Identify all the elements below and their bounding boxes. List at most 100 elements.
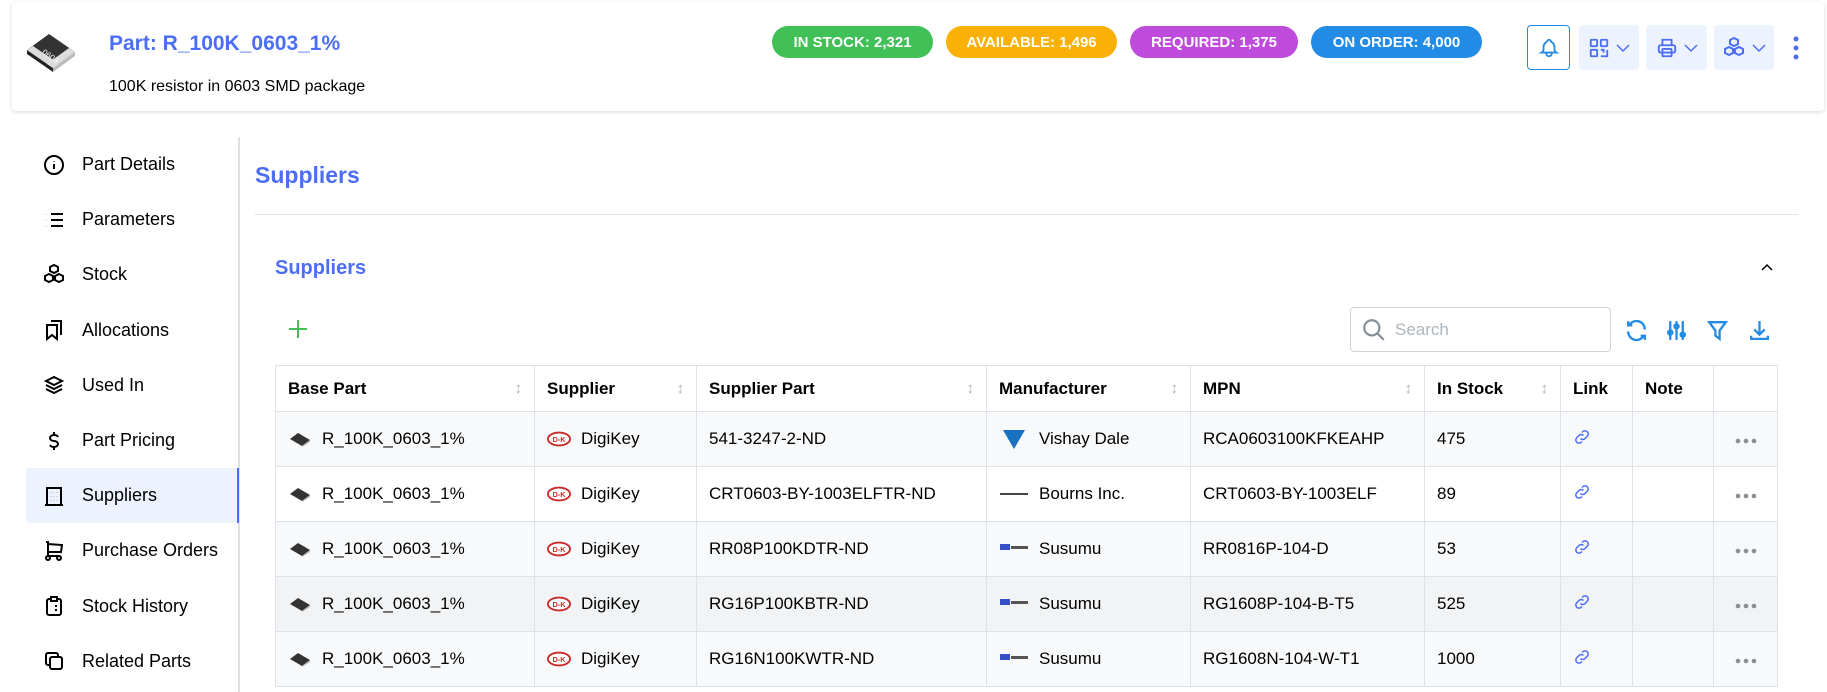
column-label: Link: [1573, 378, 1608, 398]
column-header[interactable]: Link: [1560, 365, 1633, 412]
sidebar-item-label: Purchase Orders: [82, 540, 219, 561]
row-actions-icon[interactable]: [1735, 438, 1757, 444]
sort-icon[interactable]: ↕: [514, 380, 523, 397]
part-description: 100K resistor in 0603 SMD package: [109, 78, 366, 95]
chevron-down-icon: [1683, 43, 1698, 52]
column-label: Manufacturer: [999, 378, 1107, 398]
sidebar-item-suppliers[interactable]: Suppliers: [26, 468, 239, 524]
supplier-name[interactable]: DigiKey: [581, 649, 640, 668]
boxes-icon: [41, 263, 67, 287]
supplier-name[interactable]: DigiKey: [581, 484, 640, 503]
sort-icon[interactable]: ↕: [1170, 380, 1179, 397]
manufacturer-name[interactable]: Susumu: [1039, 539, 1102, 558]
row-actions-icon[interactable]: [1735, 548, 1757, 554]
column-header[interactable]: Supplier ↕: [534, 365, 697, 412]
suppliers-table: Base Part ↕ Supplier ↕ Supplier Part ↕ Manufac…: [275, 365, 1778, 687]
download-icon[interactable]: [1747, 318, 1772, 343]
supplier-part: RR08P100KDTR-ND: [696, 521, 987, 577]
barcode-menu-button[interactable]: [1579, 25, 1639, 70]
column-label: Supplier Part: [709, 378, 815, 398]
stock-actions-menu-button[interactable]: [1714, 25, 1774, 70]
svg-text:D-K: D-K: [552, 545, 566, 554]
in-stock: 525: [1424, 576, 1561, 632]
row-actions-icon[interactable]: [1735, 603, 1757, 609]
link-icon[interactable]: [1573, 648, 1591, 666]
base-part-link[interactable]: R_100K_0603_1%: [322, 594, 465, 613]
sort-icon[interactable]: ↕: [1404, 380, 1413, 397]
in-stock: 53: [1424, 521, 1561, 577]
row-actions-icon[interactable]: [1735, 493, 1757, 499]
sort-icon[interactable]: ↕: [676, 380, 685, 397]
sort-icon[interactable]: ↕: [966, 380, 975, 397]
row-actions-icon[interactable]: [1735, 658, 1757, 664]
column-header[interactable]: Note: [1632, 365, 1714, 412]
refresh-icon[interactable]: [1624, 318, 1649, 343]
search-input[interactable]: [1395, 319, 1595, 340]
manufacturer-logo-icon: [999, 430, 1029, 449]
part-thumbnail-icon: [288, 650, 312, 668]
digikey-logo-icon: D-K: [547, 485, 571, 503]
link-icon[interactable]: [1573, 593, 1591, 611]
base-part-link[interactable]: R_100K_0603_1%: [322, 649, 465, 668]
search-box[interactable]: [1350, 307, 1611, 352]
bookmarks-icon: [41, 318, 67, 342]
info-circle-icon: [41, 153, 67, 177]
manufacturer-name[interactable]: Susumu: [1039, 649, 1102, 668]
sidebar-item-purchase-orders[interactable]: Purchase Orders: [26, 523, 239, 578]
filter-icon[interactable]: [1705, 318, 1730, 343]
notifications-button[interactable]: [1527, 25, 1570, 70]
manufacturer-name[interactable]: Bourns Inc.: [1039, 484, 1125, 503]
part-thumbnail-icon: [288, 430, 312, 448]
link-icon[interactable]: [1573, 483, 1591, 501]
sidebar-item-parameters[interactable]: Parameters: [26, 192, 239, 247]
printer-icon: [1657, 38, 1676, 57]
column-header[interactable]: Manufacturer ↕: [986, 365, 1191, 412]
base-part-link[interactable]: R_100K_0603_1%: [322, 484, 465, 503]
column-header[interactable]: [1713, 365, 1778, 412]
search-icon: [1363, 318, 1385, 341]
section-title: Suppliers: [255, 162, 360, 188]
base-part-link[interactable]: R_100K_0603_1%: [322, 539, 465, 558]
sidebar-item-part-details[interactable]: Part Details: [26, 137, 239, 192]
sidebar-item-related-parts[interactable]: Related Parts: [26, 634, 239, 689]
supplier-name[interactable]: DigiKey: [581, 594, 640, 613]
sidebar-item-label: Suppliers: [82, 485, 158, 506]
part-thumbnail-icon: [288, 485, 312, 503]
sidebar-item-stock[interactable]: Stock: [26, 247, 239, 302]
mpn: RG1608P-104-B-T5: [1190, 576, 1425, 632]
more-options-icon[interactable]: [1792, 36, 1800, 60]
manufacturer-name[interactable]: Vishay Dale: [1039, 429, 1130, 448]
table-row[interactable]: R_100K_0603_1% D-K DigiKey RG16N100KWTR-N…: [275, 631, 1778, 687]
svg-text:D-K: D-K: [552, 490, 566, 499]
sidebar-item-used-in[interactable]: Used In: [26, 358, 239, 413]
sort-icon[interactable]: ↕: [1540, 380, 1549, 397]
sidebar-item-allocations[interactable]: Allocations: [26, 303, 239, 358]
column-header[interactable]: In Stock ↕: [1424, 365, 1561, 412]
column-header[interactable]: MPN ↕: [1190, 365, 1425, 412]
digikey-logo-icon: D-K: [547, 650, 571, 668]
table-row[interactable]: R_100K_0603_1% D-K DigiKey RR08P100KDTR-N…: [275, 521, 1778, 577]
print-menu-button[interactable]: [1646, 25, 1707, 70]
table-row[interactable]: R_100K_0603_1% D-K DigiKey 541-3247-2-ND …: [275, 411, 1778, 467]
column-header[interactable]: Supplier Part ↕: [696, 365, 987, 412]
link-icon[interactable]: [1573, 538, 1591, 556]
sidebar-item-stock-history[interactable]: Stock History: [26, 579, 239, 634]
column-settings-icon[interactable]: [1664, 318, 1689, 343]
base-part-link[interactable]: R_100K_0603_1%: [322, 429, 465, 448]
column-header[interactable]: Base Part ↕: [275, 365, 535, 412]
note: [1632, 521, 1714, 577]
panel-title[interactable]: Suppliers: [275, 257, 367, 279]
table-row[interactable]: R_100K_0603_1% D-K DigiKey RG16P100KBTR-N…: [275, 576, 1778, 632]
supplier-name[interactable]: DigiKey: [581, 539, 640, 558]
svg-text:D-K: D-K: [552, 600, 566, 609]
sidebar-item-part-pricing[interactable]: Part Pricing: [26, 413, 239, 468]
bell-icon: [1537, 38, 1560, 57]
table-row[interactable]: R_100K_0603_1% D-K DigiKey CRT0603-BY-100…: [275, 466, 1778, 522]
list-icon: [41, 208, 67, 232]
add-supplier-part-icon[interactable]: [287, 318, 309, 340]
manufacturer-name[interactable]: Susumu: [1039, 594, 1102, 613]
supplier-name[interactable]: DigiKey: [581, 429, 640, 448]
link-icon[interactable]: [1573, 428, 1591, 446]
in-stock: 475: [1424, 411, 1561, 467]
chevron-up-icon[interactable]: [1760, 262, 1774, 272]
